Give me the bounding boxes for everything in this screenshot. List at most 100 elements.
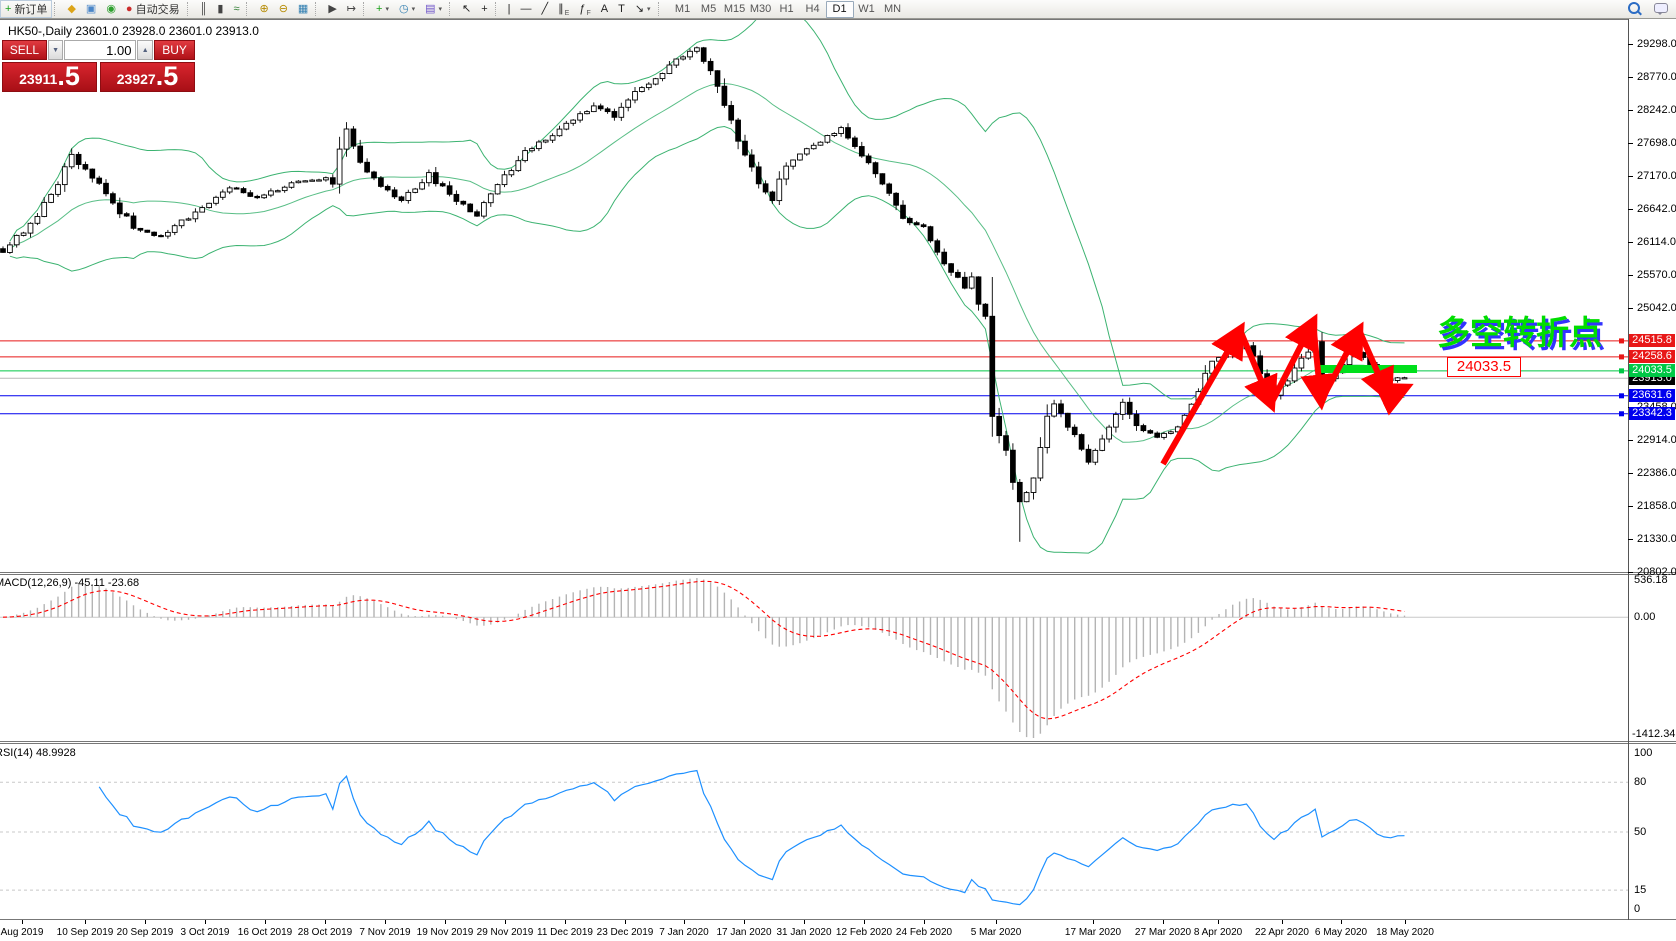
- zoom-out-button[interactable]: ⊖: [274, 0, 293, 18]
- text-icon: A: [600, 3, 609, 15]
- y-tick-mark: [1628, 77, 1633, 78]
- templates-button[interactable]: ▤ ▾: [420, 0, 447, 18]
- x-tick-label: 17 Mar 2020: [1064, 927, 1122, 938]
- candlestick-chart-button[interactable]: ▮: [212, 0, 228, 18]
- equidistant-channel-icon: ∥: [558, 3, 564, 15]
- x-tick-label: 11 Dec 2019: [537, 927, 593, 938]
- buy-price-fraction: .5: [155, 61, 179, 91]
- zoom-in-button[interactable]: ⊕: [254, 0, 273, 18]
- horizontal-line-button[interactable]: —: [516, 0, 537, 18]
- x-tick-label: 7 Nov 2019: [359, 927, 411, 938]
- sell-price-panel[interactable]: 23911.5: [2, 62, 97, 92]
- bollinger-bands: [9, 4, 1405, 554]
- timeframe-mn[interactable]: MN: [883, 2, 902, 15]
- x-tick-label: 16 Oct 2019: [237, 927, 293, 938]
- hline-handle[interactable]: [1619, 411, 1624, 417]
- sell-button[interactable]: SELL: [2, 40, 47, 60]
- arrows-icon: ↘: [634, 3, 645, 15]
- timeframe-h1[interactable]: H1: [779, 2, 794, 15]
- candlestick-chart-icon: ▮: [217, 3, 224, 15]
- signals-button[interactable]: ◉: [101, 0, 121, 18]
- bar-chart-button[interactable]: ║: [195, 0, 213, 18]
- x-tick-label: 29 Nov 2019: [476, 927, 534, 938]
- market-watch-icon: ▣: [85, 3, 97, 15]
- x-tick-label: 8 Apr 2020: [1193, 927, 1243, 938]
- text-label-button[interactable]: T: [613, 0, 630, 18]
- autotrading-button[interactable]: ● 自动交易: [121, 0, 185, 18]
- zigzag-arrows[interactable]: [1160, 313, 1414, 466]
- hline-handle[interactable]: [1619, 368, 1624, 374]
- volume-input[interactable]: [64, 40, 137, 60]
- timeframe-m30[interactable]: M30: [749, 2, 772, 15]
- periods-button[interactable]: ◷ ▾: [394, 0, 420, 18]
- hline-handle[interactable]: [1619, 338, 1624, 344]
- x-tick-label: 20 Sep 2019: [116, 927, 174, 938]
- x-tick-mark: [1341, 920, 1342, 924]
- text-button[interactable]: A: [596, 0, 613, 18]
- x-tick-mark: [325, 920, 326, 924]
- hline-handle[interactable]: [1619, 354, 1624, 360]
- y-tick-label: 26642.0: [1637, 203, 1676, 215]
- price-level-label-24515.8: 24515.8: [1629, 334, 1675, 347]
- buy-price: 23927: [116, 71, 156, 87]
- indicators-button[interactable]: + ▾: [371, 0, 394, 18]
- chart-shift-button[interactable]: ↦: [342, 0, 361, 18]
- volume-decrease-button[interactable]: ▼: [47, 40, 64, 60]
- dropdown-caret-icon: ▾: [438, 6, 443, 13]
- dropdown-caret-icon: ▾: [385, 6, 389, 13]
- trendline-button[interactable]: ╱: [537, 0, 554, 18]
- volume-increase-button[interactable]: ▲: [137, 40, 154, 60]
- market-watch-button[interactable]: ▣: [81, 0, 101, 18]
- toolbar-separator: [246, 2, 252, 16]
- rsi-indicator: [0, 769, 1628, 906]
- macd-zero-label: 0.00: [1634, 611, 1656, 623]
- y-tick-label: 26114.0: [1637, 236, 1676, 248]
- chart-eraser-icon: ◆: [67, 3, 76, 15]
- auto-scroll-button[interactable]: ▶: [323, 0, 341, 18]
- search-icon[interactable]: [1628, 2, 1640, 14]
- indicators-icon: +: [376, 3, 383, 15]
- timeframe-m5[interactable]: M5: [700, 2, 717, 15]
- price-box-annotation[interactable]: 24033.5: [1447, 357, 1521, 377]
- buy-price-panel[interactable]: 23927.5: [100, 62, 195, 92]
- timeframe-h4[interactable]: H4: [805, 2, 820, 15]
- x-tick-mark: [996, 920, 997, 924]
- tile-windows-button[interactable]: ▦: [293, 0, 313, 18]
- timeframe-m15[interactable]: M15: [723, 2, 746, 15]
- turning-point-annotation[interactable]: 多空转折点: [1437, 314, 1602, 351]
- toolbar-separator: [186, 2, 193, 16]
- x-tick-label: 23 Dec 2019: [596, 927, 654, 938]
- arrows-button[interactable]: ↘ ▾: [630, 0, 656, 18]
- toolbar-separator: [449, 2, 455, 16]
- x-tick-mark: [385, 920, 386, 924]
- equidistant-channel-button[interactable]: ∥ E: [553, 0, 574, 18]
- vertical-line-button[interactable]: |: [503, 0, 516, 18]
- new-order-button[interactable]: + 新订单: [0, 0, 53, 18]
- x-tick-mark: [1218, 920, 1219, 924]
- x-tick-label: 18 May 2020: [1376, 927, 1434, 938]
- rsi-level-label-50: 50: [1634, 826, 1647, 838]
- timeframe-d1[interactable]: D1: [825, 0, 854, 18]
- line-chart-icon: ≈: [233, 3, 240, 15]
- x-tick-mark: [205, 920, 206, 924]
- chat-icon[interactable]: [1654, 3, 1668, 15]
- y-tick-mark: [1628, 308, 1633, 309]
- cursor-button[interactable]: ↖: [457, 0, 476, 18]
- timeframe-m1[interactable]: M1: [674, 2, 691, 15]
- x-tick-mark: [1282, 920, 1283, 924]
- support-zone-bar[interactable]: [1316, 365, 1417, 373]
- crosshair-button[interactable]: +: [476, 0, 492, 18]
- autotrading-icon: ●: [125, 3, 133, 15]
- macd-min-label: -1412.34: [1632, 728, 1676, 740]
- dropdown-caret-icon: ▾: [647, 6, 651, 13]
- chart-eraser-button[interactable]: ◆: [62, 0, 80, 18]
- x-tick-mark: [924, 920, 925, 924]
- buy-button[interactable]: BUY: [154, 40, 195, 60]
- line-chart-button[interactable]: ≈: [228, 0, 244, 18]
- x-tick-label: 17 Jan 2020: [716, 927, 772, 938]
- y-tick-label: 28242.0: [1637, 104, 1676, 116]
- hline-handle[interactable]: [1619, 393, 1624, 399]
- timeframe-w1[interactable]: W1: [858, 2, 875, 15]
